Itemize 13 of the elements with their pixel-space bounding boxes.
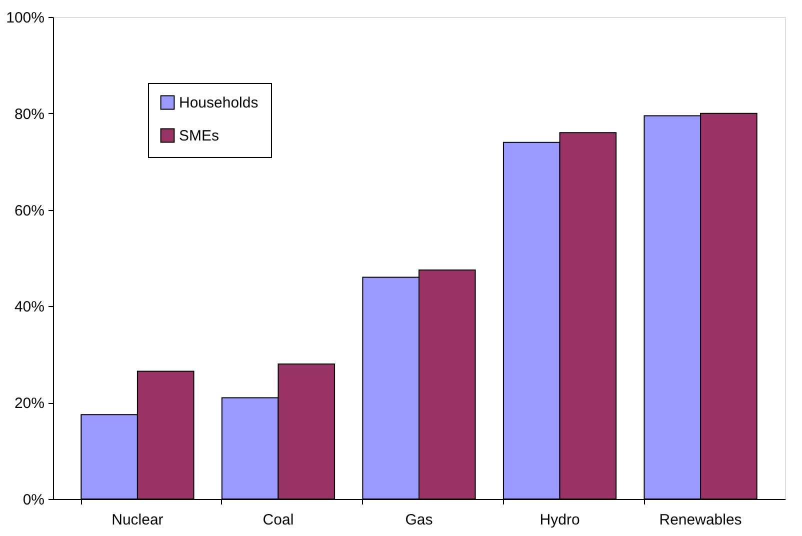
y-tick-label: 60% bbox=[14, 202, 44, 220]
x-tick-label: Hydro bbox=[540, 512, 580, 528]
legend-label: SMEs bbox=[179, 128, 220, 144]
y-tick-label: 100% bbox=[6, 10, 44, 26]
y-tick-label: 80% bbox=[14, 106, 44, 123]
y-tick-label: 20% bbox=[14, 395, 44, 412]
y-tick-label: 0% bbox=[22, 492, 44, 508]
x-tick-label: Gas bbox=[405, 512, 433, 528]
legend-label: Households bbox=[179, 94, 258, 112]
y-tick-label: 40% bbox=[14, 298, 44, 316]
x-tick-label: Nuclear bbox=[112, 512, 164, 528]
x-tick-label: Renewables bbox=[659, 512, 742, 528]
x-tick-label: Coal bbox=[262, 512, 294, 528]
